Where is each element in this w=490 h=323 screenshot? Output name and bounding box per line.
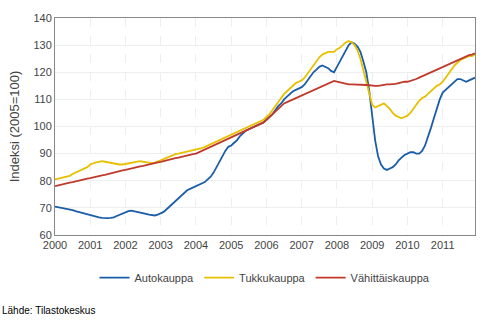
svg-text:Tukkukauppa: Tukkukauppa (239, 272, 306, 284)
svg-text:Vähittäiskauppa: Vähittäiskauppa (351, 272, 430, 284)
svg-text:110: 110 (34, 93, 52, 105)
svg-text:Lähde: Tilastokeskus: Lähde: Tilastokeskus (2, 305, 95, 316)
svg-text:2009: 2009 (360, 239, 384, 251)
svg-text:100: 100 (33, 120, 51, 132)
svg-text:120: 120 (33, 66, 51, 78)
svg-text:2005: 2005 (219, 239, 243, 251)
svg-text:70: 70 (40, 202, 52, 214)
svg-text:130: 130 (33, 39, 51, 51)
svg-text:2002: 2002 (113, 239, 137, 251)
svg-text:80: 80 (40, 175, 52, 187)
svg-text:2007: 2007 (289, 239, 313, 251)
svg-text:2004: 2004 (184, 239, 208, 251)
svg-text:Indeksi (2005=100): Indeksi (2005=100) (7, 71, 22, 183)
svg-text:2011: 2011 (431, 239, 455, 251)
svg-text:2001: 2001 (78, 239, 102, 251)
svg-text:60: 60 (40, 229, 52, 241)
svg-text:2000: 2000 (43, 239, 67, 251)
svg-text:2010: 2010 (395, 239, 419, 251)
svg-text:90: 90 (40, 147, 52, 159)
svg-text:2008: 2008 (325, 239, 349, 251)
svg-text:140: 140 (33, 12, 51, 24)
svg-text:2006: 2006 (254, 239, 278, 251)
svg-text:Autokauppa: Autokauppa (135, 272, 195, 284)
svg-text:2003: 2003 (148, 239, 172, 251)
